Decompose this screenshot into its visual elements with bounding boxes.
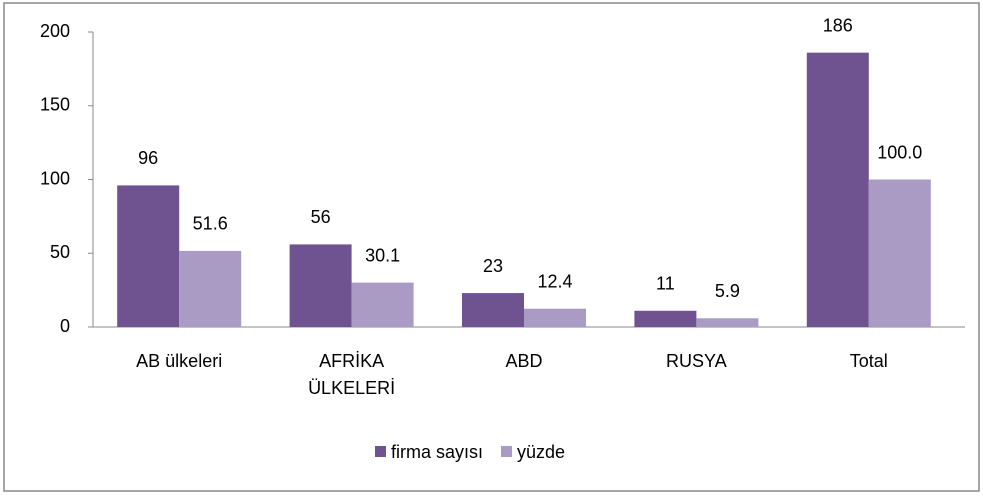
bar <box>351 282 414 327</box>
legend-swatch <box>375 446 386 457</box>
bar <box>634 310 697 327</box>
y-tick-label: 0 <box>60 316 70 336</box>
data-label: 186 <box>823 15 853 35</box>
bar <box>117 185 180 327</box>
x-tick-label: AFRİKA ÜLKELERİ <box>308 351 396 398</box>
bar <box>806 52 869 328</box>
data-label: 23 <box>483 256 503 276</box>
x-tick-label: ABD <box>505 351 543 371</box>
data-label: 96 <box>138 148 158 168</box>
bar <box>179 250 242 327</box>
data-label: 12.4 <box>537 271 572 291</box>
legend-label: yüzde <box>517 442 565 462</box>
bar <box>289 244 352 327</box>
x-tick-label: AB ülkeleri <box>136 351 223 371</box>
y-tick-label: 50 <box>50 242 70 262</box>
bar <box>462 293 524 327</box>
y-tick-label: 100 <box>40 168 70 188</box>
legend-swatch <box>501 446 513 457</box>
x-tick-label: RUSYA <box>666 351 727 371</box>
bar <box>524 308 586 327</box>
bar <box>696 318 759 327</box>
y-tick-label: 150 <box>40 95 70 115</box>
data-label: 51.6 <box>193 214 228 234</box>
y-tick-label: 200 <box>40 21 70 41</box>
bar <box>868 179 931 327</box>
x-tick-label: Total <box>849 351 888 371</box>
data-label: 11 <box>656 274 675 294</box>
data-label: 5.9 <box>715 281 740 301</box>
legend-label: firma sayısı <box>391 442 483 462</box>
data-label: 30.1 <box>365 245 400 265</box>
data-label: 56 <box>311 207 331 227</box>
data-label: 100.0 <box>877 142 922 162</box>
